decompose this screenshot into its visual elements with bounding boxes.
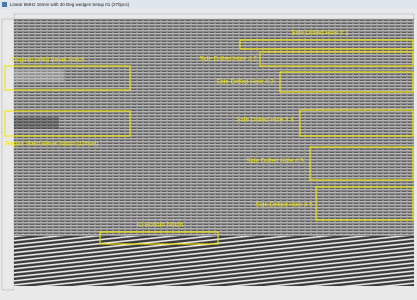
title-bar (0, 0, 417, 9)
annotation-box (239, 39, 414, 50)
annotation-label: Repair Weld Bevel Notch (Offset) (6, 141, 99, 148)
app-icon (2, 2, 7, 7)
annotation-label: Original Weld Bevel Notch (11, 57, 85, 64)
annotation-label: Side Drilled Hole # 5 (246, 158, 304, 165)
annotation-box (279, 71, 414, 93)
notch-echo (14, 70, 64, 82)
annotation-box (4, 65, 131, 91)
window-title: Linear 5MHz 16mm with 30 Deg wedges Setu… (10, 2, 130, 7)
annotation-box (259, 51, 414, 67)
annotation-label: Side Drilled Hole # 5 (255, 202, 313, 209)
annotation-box (299, 109, 414, 137)
bottom-axis (14, 286, 414, 290)
annotation-box (99, 231, 219, 245)
annotation-label: Side Drilled Hole # 2 (199, 56, 257, 63)
annotation-label: Side Drilled Hole # 4 (236, 117, 294, 124)
top-axis (13, 13, 415, 20)
annotation-box (315, 186, 414, 221)
annotation-label: Side Drilled Hole # 3 (216, 79, 274, 86)
annotation-label: ID Bottom Notch (137, 222, 184, 229)
notch-echo (14, 117, 59, 129)
annotation-box (309, 146, 414, 181)
annotation-label: Side Drilled Hole # 1 (291, 30, 349, 37)
annotation-box (4, 110, 131, 137)
